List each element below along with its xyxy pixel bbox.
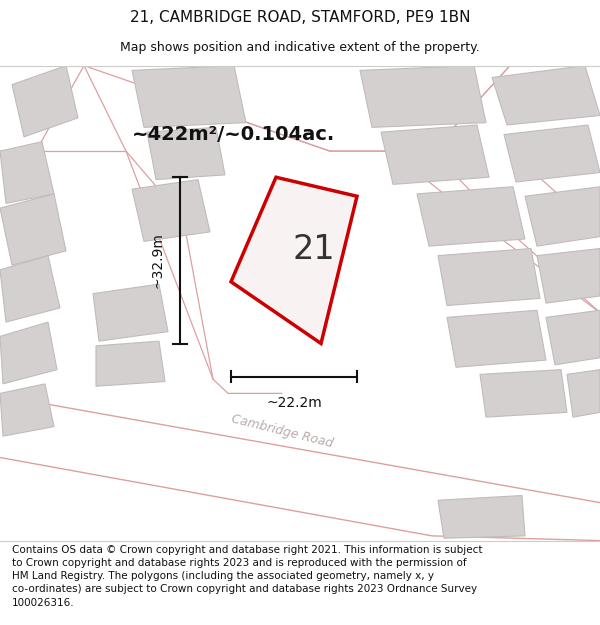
Polygon shape — [360, 66, 486, 128]
Polygon shape — [480, 369, 567, 417]
Text: 21: 21 — [293, 233, 335, 266]
Polygon shape — [438, 249, 540, 306]
Text: Contains OS data © Crown copyright and database right 2021. This information is : Contains OS data © Crown copyright and d… — [12, 545, 482, 608]
Polygon shape — [438, 496, 525, 538]
Polygon shape — [0, 384, 54, 436]
Polygon shape — [132, 179, 210, 241]
Polygon shape — [0, 396, 600, 541]
Polygon shape — [147, 127, 225, 179]
Text: Cambridge Road: Cambridge Road — [230, 412, 334, 450]
Polygon shape — [93, 284, 168, 341]
Polygon shape — [0, 142, 54, 203]
Polygon shape — [132, 66, 246, 128]
Polygon shape — [525, 187, 600, 246]
Text: 21, CAMBRIDGE ROAD, STAMFORD, PE9 1BN: 21, CAMBRIDGE ROAD, STAMFORD, PE9 1BN — [130, 10, 470, 25]
Polygon shape — [96, 341, 165, 386]
Polygon shape — [12, 66, 78, 137]
Text: ~22.2m: ~22.2m — [266, 396, 322, 410]
Polygon shape — [447, 310, 546, 368]
Polygon shape — [546, 310, 600, 365]
Text: Map shows position and indicative extent of the property.: Map shows position and indicative extent… — [120, 41, 480, 54]
Polygon shape — [417, 187, 525, 246]
Polygon shape — [0, 256, 60, 322]
Text: ~32.9m: ~32.9m — [150, 232, 164, 288]
Polygon shape — [0, 194, 66, 265]
Polygon shape — [504, 125, 600, 182]
Polygon shape — [381, 125, 489, 184]
Polygon shape — [567, 369, 600, 417]
Polygon shape — [537, 249, 600, 303]
Text: ~422m²/~0.104ac.: ~422m²/~0.104ac. — [132, 125, 335, 144]
Polygon shape — [492, 66, 600, 125]
Polygon shape — [231, 177, 357, 344]
Polygon shape — [0, 322, 57, 384]
